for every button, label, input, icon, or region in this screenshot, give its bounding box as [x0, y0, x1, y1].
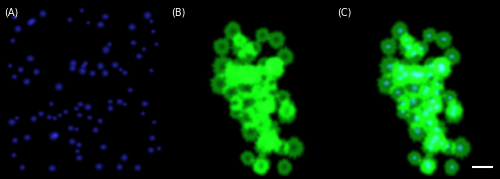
- Text: (B): (B): [170, 8, 185, 18]
- Text: (C): (C): [337, 8, 351, 18]
- Text: (A): (A): [4, 8, 18, 18]
